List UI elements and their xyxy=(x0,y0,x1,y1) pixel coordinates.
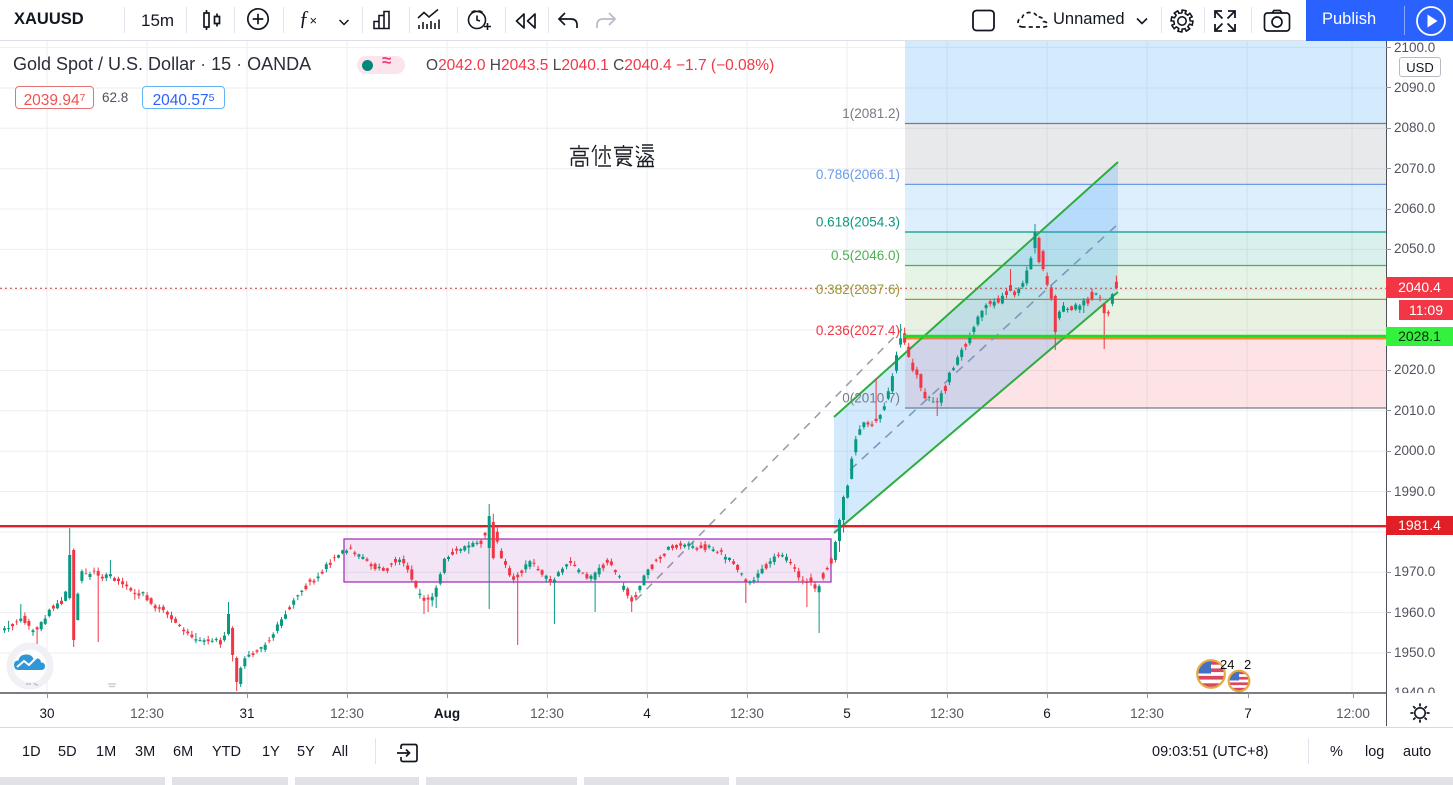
svg-text:0.382(2037.6): 0.382(2037.6) xyxy=(816,282,900,297)
svg-text:2: 2 xyxy=(1244,657,1251,672)
svg-text:1(2081.2): 1(2081.2) xyxy=(842,106,900,121)
svg-text:24: 24 xyxy=(1220,657,1234,672)
svg-text:0.786(2066.1): 0.786(2066.1) xyxy=(816,167,900,182)
svg-text:0(2010.7): 0(2010.7) xyxy=(842,391,900,406)
svg-text:0.236(2027.4): 0.236(2027.4) xyxy=(816,323,900,338)
svg-text:0.5(2046.0): 0.5(2046.0) xyxy=(831,248,900,263)
svg-text:0.618(2054.3): 0.618(2054.3) xyxy=(816,215,900,230)
